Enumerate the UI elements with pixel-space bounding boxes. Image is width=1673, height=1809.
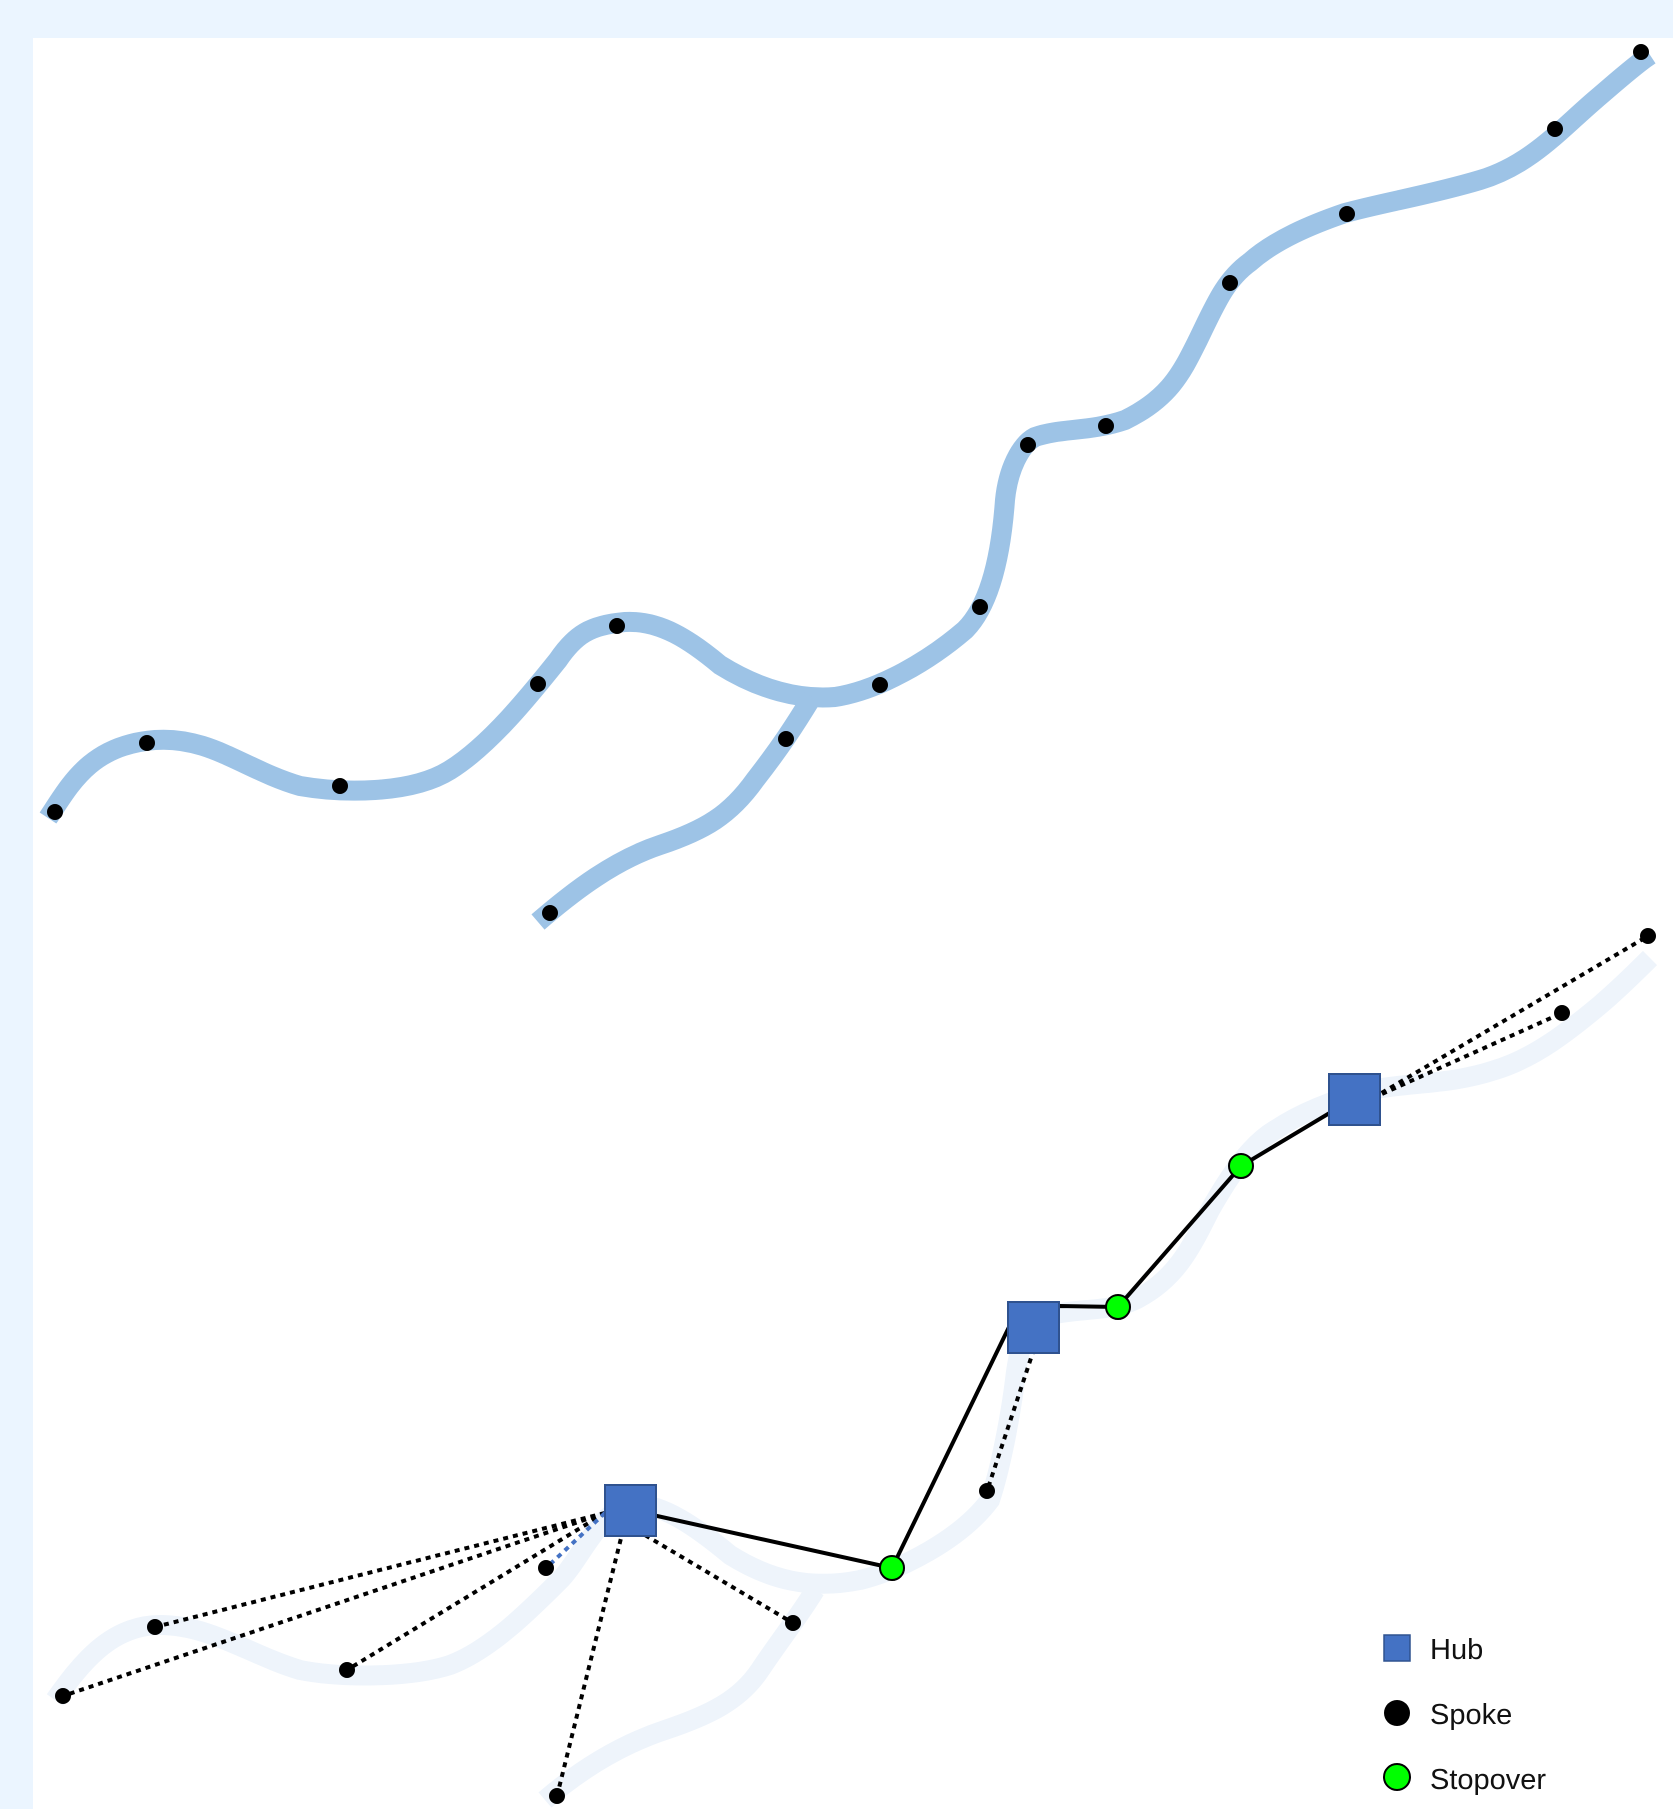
hubs (604, 1073, 1381, 1537)
spoke-node (1098, 418, 1114, 434)
spoke-node (47, 804, 63, 820)
legend-stopover-label: Stopover (1430, 1764, 1546, 1796)
spoke-node (785, 1615, 801, 1631)
feeder-line (345, 1511, 607, 1672)
feeder-line (154, 1511, 606, 1629)
legend-hub-swatch (1383, 1634, 1411, 1662)
spoke-node (1640, 928, 1656, 944)
legend: Hub Spoke Stopover (1383, 1634, 1546, 1796)
legend-item-hub: Hub (1383, 1634, 1483, 1666)
top-spokes (47, 44, 1649, 921)
feeder-line (1371, 934, 1650, 1100)
spoke-node (542, 905, 558, 921)
feeder-line (1372, 1011, 1563, 1100)
spoke-node (1554, 1005, 1570, 1021)
stopover-node (1105, 1294, 1131, 1320)
legend-spoke-label: Spoke (1430, 1699, 1512, 1731)
hub-node (1328, 1073, 1381, 1126)
bottom-network (46, 928, 1658, 1808)
feeder-line (626, 1523, 795, 1625)
spoke-node (530, 676, 546, 692)
legend-item-spoke: Spoke (1384, 1699, 1512, 1731)
spoke-node (549, 1788, 565, 1804)
spoke-node (1547, 121, 1563, 137)
stopover-node (879, 1555, 905, 1581)
spoke-node (332, 778, 348, 794)
faded-river-tributary-branch (538, 1584, 824, 1808)
spoke-node (1339, 206, 1355, 222)
legend-stopover-swatch (1383, 1763, 1411, 1791)
spoke-node (1633, 44, 1649, 60)
spoke-node (979, 1483, 995, 1499)
spoke-node (778, 731, 794, 747)
spoke-node (609, 618, 625, 634)
feeder-line (985, 1348, 1036, 1492)
spoke-node (972, 599, 988, 615)
top-river-network (39, 44, 1656, 930)
stopover-node (1228, 1153, 1254, 1179)
spoke-node (55, 1688, 71, 1704)
legend-hub-label: Hub (1430, 1634, 1483, 1666)
feeder-line (544, 1511, 607, 1570)
legend-item-stopover: Stopover (1383, 1763, 1546, 1796)
spoke-node (1020, 437, 1036, 453)
diagram-panel (33, 38, 1673, 1809)
spoke-node (339, 1662, 355, 1678)
legend-spoke-swatch (1384, 1700, 1410, 1726)
feeder-lines (62, 934, 1650, 1797)
stopovers (879, 1153, 1254, 1581)
hub-node (1007, 1301, 1060, 1354)
spoke-node (1222, 275, 1238, 291)
spoke-node (538, 1560, 554, 1576)
bottom-spokes (55, 928, 1656, 1804)
spoke-node (139, 735, 155, 751)
spoke-node (147, 1619, 163, 1635)
spoke-node (872, 677, 888, 693)
hub-node (604, 1484, 657, 1537)
